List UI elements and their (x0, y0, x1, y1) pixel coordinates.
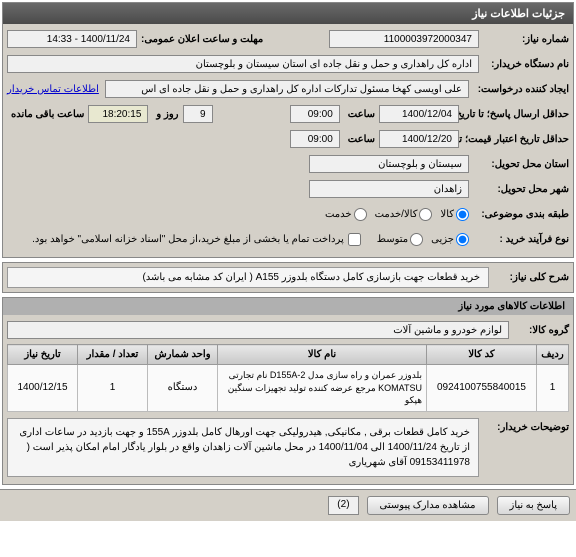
table-row: 1 0924100755840015 بلدوزر عمران و راه سا… (8, 365, 569, 412)
buyer-org-label: نام دستگاه خریدار: (479, 59, 569, 70)
creator-value: علی اویسی کهخا مسئول تدارکات اداره کل را… (105, 80, 469, 98)
need-number-label: شماره نیاز: (479, 34, 569, 45)
cell-date: 1400/12/15 (8, 365, 78, 412)
cell-qty: 1 (78, 365, 148, 412)
col-row: ردیف (537, 345, 569, 365)
row-city: شهر محل تحویل: زاهدان (7, 178, 569, 200)
attachments-button[interactable]: مشاهده مدارک پیوستی (367, 496, 489, 515)
payment-note: پرداخت تمام یا بخشی از مبلغ خرید،از محل … (32, 234, 344, 245)
province-value: سیستان و بلوچستان (309, 155, 469, 173)
radio-medium[interactable]: متوسط (377, 233, 423, 246)
radio-service-input[interactable] (354, 208, 367, 221)
row-process: نوع فرآیند خرید : جزیی متوسط پرداخت تمام… (7, 228, 569, 250)
items-panel: اطلاعات کالاهای مورد نیاز گروه کالا: لوا… (2, 297, 574, 485)
radio-service-label: خدمت (325, 209, 352, 220)
main-panel: جزئیات اطلاعات نیاز شماره نیاز: 11000039… (2, 2, 574, 258)
radio-medium-label: متوسط (377, 234, 408, 245)
panel-body: شماره نیاز: 1100003972000347 مهلت و ساعت… (3, 24, 573, 257)
row-category: طبقه بندی موضوعی: کالا کالا/خدمت خدمت (7, 203, 569, 225)
row-group: گروه کالا: لوازم خودرو و ماشین آلات (7, 319, 569, 341)
need-number-value: 1100003972000347 (329, 30, 479, 48)
need-desc-label: شرح کلی نیاز: (489, 272, 569, 283)
validity-time-label: ساعت (344, 134, 375, 145)
validity-label: حداقل تاریخ اعتبار قیمت؛ تا تاریخ: (459, 134, 569, 145)
col-qty: تعداد / مقدار (78, 345, 148, 365)
contact-link[interactable]: اطلاعات تماس خریدار (7, 84, 99, 95)
announce-label: مهلت و ساعت اعلان عمومی: (137, 34, 263, 45)
attach-count: (2) (328, 496, 358, 515)
remain-time-value: 18:20:15 (88, 105, 148, 123)
validity-time: 09:00 (290, 130, 340, 148)
payment-checkbox[interactable]: پرداخت تمام یا بخشی از مبلغ خرید،از محل … (32, 233, 361, 246)
radio-goods-service-input[interactable] (419, 208, 432, 221)
remain-time-group: 9 روز و 18:20:15 ساعت باقی مانده (7, 105, 213, 123)
validity-date: 1400/12/20 (379, 130, 459, 148)
creator-label: ایجاد کننده درخواست: (469, 84, 569, 95)
panel-header: جزئیات اطلاعات نیاز (3, 3, 573, 24)
buttons-row: پاسخ به نیاز مشاهده مدارک پیوستی (2) (0, 489, 576, 521)
col-unit: واحد شمارش (148, 345, 218, 365)
process-label: نوع فرآیند خرید : (469, 234, 569, 245)
radio-medium-input[interactable] (410, 233, 423, 246)
items-table: ردیف کد کالا نام کالا واحد شمارش تعداد /… (7, 344, 569, 412)
send-deadline-label: حداقل ارسال پاسخ؛ تا تاریخ: (459, 109, 569, 120)
payment-checkbox-input[interactable] (348, 233, 361, 246)
items-header: اطلاعات کالاهای مورد نیاز (3, 298, 573, 315)
radio-goods-input[interactable] (456, 208, 469, 221)
radio-goods-service-label: کالا/خدمت (375, 209, 418, 220)
cell-code: 0924100755840015 (427, 365, 537, 412)
reply-button[interactable]: پاسخ به نیاز (497, 496, 571, 515)
radio-service[interactable]: خدمت (325, 208, 367, 221)
need-desc-row: شرح کلی نیاز: خرید قطعات جهت بازسازی کام… (3, 263, 573, 292)
province-label: استان محل تحویل: (469, 159, 569, 170)
send-time: 09:00 (290, 105, 340, 123)
radio-partial-input[interactable] (456, 233, 469, 246)
send-time-label: ساعت (344, 109, 375, 120)
category-radio-group: کالا کالا/خدمت خدمت (325, 208, 469, 221)
city-value: زاهدان (309, 180, 469, 198)
row-need-number: شماره نیاز: 1100003972000347 مهلت و ساعت… (7, 28, 569, 50)
need-desc-panel: شرح کلی نیاز: خرید قطعات جهت بازسازی کام… (2, 262, 574, 293)
city-label: شهر محل تحویل: (469, 184, 569, 195)
table-header-row: ردیف کد کالا نام کالا واحد شمارش تعداد /… (8, 345, 569, 365)
cell-idx: 1 (537, 365, 569, 412)
buyer-notes-label: توضیحات خریدار: (479, 418, 569, 433)
col-code: کد کالا (427, 345, 537, 365)
send-date: 1400/12/04 (379, 105, 459, 123)
panel-title: جزئیات اطلاعات نیاز (472, 8, 565, 20)
col-date: تاریخ نیاز (8, 345, 78, 365)
radio-partial[interactable]: جزیی (431, 233, 469, 246)
cell-unit: دستگاه (148, 365, 218, 412)
group-value: لوازم خودرو و ماشین آلات (7, 321, 509, 339)
radio-goods-service[interactable]: کالا/خدمت (375, 208, 433, 221)
process-radio-group: جزیی متوسط (377, 233, 469, 246)
radio-partial-label: جزیی (431, 234, 454, 245)
items-body: گروه کالا: لوازم خودرو و ماشین آلات ردیف… (3, 315, 573, 484)
row-creator: ایجاد کننده درخواست: علی اویسی کهخا مسئو… (7, 78, 569, 100)
days-value: 9 (183, 105, 213, 123)
col-name: نام کالا (218, 345, 427, 365)
group-label: گروه کالا: (509, 325, 569, 336)
remain-label: ساعت باقی مانده (7, 109, 84, 120)
row-buyer-org: نام دستگاه خریدار: اداره کل راهداری و حم… (7, 53, 569, 75)
row-buyer-notes: توضیحات خریدار: خرید کامل قطعات برقی , م… (7, 418, 569, 477)
row-send-deadline: حداقل ارسال پاسخ؛ تا تاریخ: 1400/12/04 س… (7, 103, 569, 125)
radio-goods-label: کالا (440, 209, 454, 220)
radio-goods[interactable]: کالا (440, 208, 469, 221)
buyer-notes-text: خرید کامل قطعات برقی , مکانیکی, هیدرولیک… (7, 418, 479, 477)
cell-name: بلدوزر عمران و راه سازی مدل D155A-2 نام … (218, 365, 427, 412)
row-province: استان محل تحویل: سیستان و بلوچستان (7, 153, 569, 175)
row-validity: حداقل تاریخ اعتبار قیمت؛ تا تاریخ: 1400/… (7, 128, 569, 150)
days-label: روز و (152, 109, 178, 120)
need-desc-text: خرید قطعات جهت بازسازی کامل دستگاه بلدوز… (7, 267, 489, 288)
buyer-org-value: اداره کل راهداری و حمل و نقل جاده ای است… (7, 55, 479, 73)
category-label: طبقه بندی موضوعی: (469, 209, 569, 220)
announce-value: 1400/11/24 - 14:33 (7, 30, 137, 48)
